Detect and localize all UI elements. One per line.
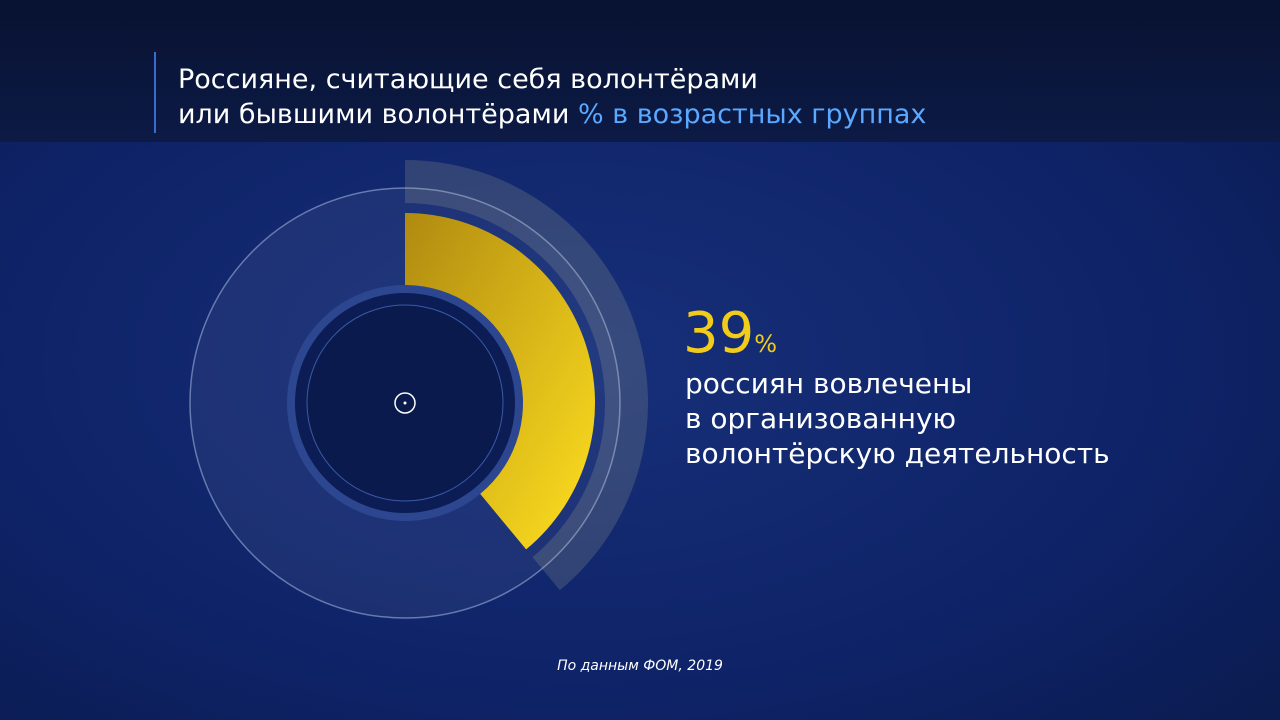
title-line: или бывшими волонтёрами: [178, 99, 569, 130]
value-number: 39: [683, 301, 754, 366]
title-line: Россияне, считающие себя волонтёрами: [178, 64, 758, 95]
description-line: в организованную: [685, 402, 956, 435]
value-halo: [405, 160, 648, 591]
value-arc: [405, 213, 596, 550]
center-dot: [403, 401, 407, 405]
header-band: [0, 0, 1280, 142]
value-label: 39%: [683, 301, 777, 366]
description-line: россиян вовлечены: [685, 367, 972, 400]
title-highlight: % в возрастных группах: [578, 99, 926, 130]
value-unit: %: [754, 330, 777, 358]
title-line: или бывшими волонтёрами % в возрастных г…: [178, 99, 926, 130]
description-line: волонтёрскую деятельность: [685, 437, 1110, 470]
center-mark: [394, 392, 416, 414]
source: По данным ФОМ, 2019: [557, 658, 723, 674]
